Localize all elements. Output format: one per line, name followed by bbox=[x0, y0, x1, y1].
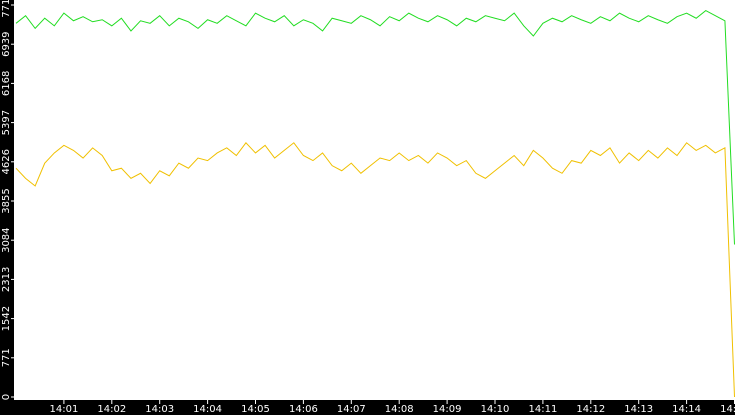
y-tick-label: 4626 bbox=[1, 149, 12, 174]
y-tick-label: 0 bbox=[1, 394, 12, 400]
x-tick-label: 14:02 bbox=[97, 404, 126, 415]
y-tick-label: 771 bbox=[1, 348, 12, 367]
x-tick-label: 14:09 bbox=[433, 404, 462, 415]
y-tick-label: 5397 bbox=[1, 110, 12, 135]
x-tick-label: 14:03 bbox=[145, 404, 174, 415]
series-line bbox=[15, 142, 735, 398]
x-tick-label: 14:01 bbox=[49, 404, 78, 415]
x-tick-label: 14:13 bbox=[624, 404, 653, 415]
x-axis-strip bbox=[0, 400, 735, 415]
x-tick-label: 14:14 bbox=[672, 404, 701, 415]
y-axis-strip bbox=[0, 0, 14, 415]
y-tick-label: 6939 bbox=[1, 31, 12, 56]
y-tick-label: 6168 bbox=[1, 71, 12, 96]
x-tick-label: 14:05 bbox=[241, 404, 270, 415]
x-tick-label: 14:15 bbox=[720, 404, 735, 415]
x-tick-label: 14:12 bbox=[576, 404, 605, 415]
y-tick-label: 3855 bbox=[1, 188, 12, 213]
x-tick-label: 14:11 bbox=[528, 404, 557, 415]
x-tick-label: 14:07 bbox=[337, 404, 366, 415]
y-tick-label: 7710 bbox=[1, 0, 12, 18]
x-tick-label: 14:08 bbox=[385, 404, 414, 415]
x-tick-label: 14:04 bbox=[193, 404, 222, 415]
y-tick-label: 1542 bbox=[1, 306, 12, 331]
x-tick-label: 14:10 bbox=[481, 404, 510, 415]
y-tick-label: 3084 bbox=[1, 227, 12, 252]
y-tick-label: 2313 bbox=[1, 267, 12, 292]
series-line bbox=[15, 9, 735, 245]
x-tick-label: 14:06 bbox=[289, 404, 318, 415]
